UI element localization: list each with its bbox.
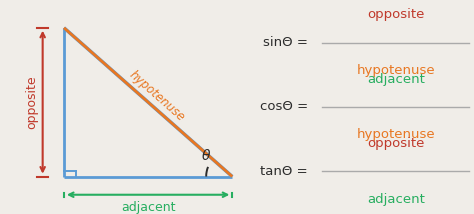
Text: adjacent: adjacent bbox=[367, 73, 425, 86]
Text: hypotenuse: hypotenuse bbox=[356, 64, 435, 77]
Text: hypotenuse: hypotenuse bbox=[126, 68, 187, 124]
Text: tanΘ =: tanΘ = bbox=[261, 165, 308, 178]
Text: cosΘ =: cosΘ = bbox=[260, 101, 308, 113]
Text: hypotenuse: hypotenuse bbox=[356, 128, 435, 141]
Text: θ: θ bbox=[202, 149, 210, 163]
Text: adjacent: adjacent bbox=[367, 193, 425, 205]
Text: adjacent: adjacent bbox=[121, 201, 175, 214]
Text: sinΘ =: sinΘ = bbox=[263, 36, 308, 49]
Text: opposite: opposite bbox=[367, 137, 425, 150]
Text: opposite: opposite bbox=[367, 9, 425, 21]
Text: opposite: opposite bbox=[26, 75, 39, 129]
